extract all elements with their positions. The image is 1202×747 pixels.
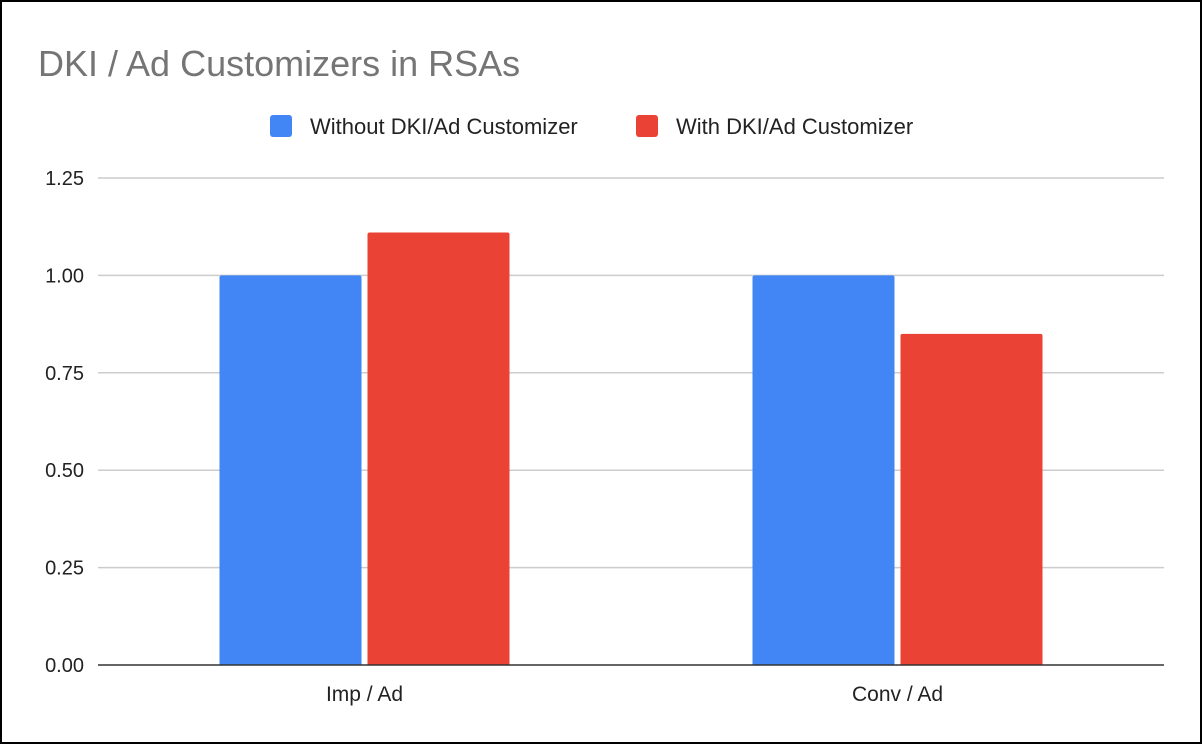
- x-tick-label: Imp / Ad: [326, 683, 403, 706]
- legend-label: With DKI/Ad Customizer: [676, 114, 913, 139]
- legend-swatch: [270, 115, 292, 137]
- legend-swatch: [636, 115, 658, 137]
- bar-with-conv-ad: [900, 333, 1043, 665]
- y-tick-label: 0.25: [45, 558, 84, 580]
- y-tick-label: 0.00: [45, 655, 84, 677]
- y-tick-label: 1.00: [45, 265, 84, 287]
- y-tick-label: 0.75: [45, 363, 84, 385]
- chart-bars: [219, 232, 1043, 665]
- y-axis-tick-labels: 0.00 0.25 0.50 0.75 1.00 1.25: [45, 168, 84, 677]
- bar-without-imp-ad: [219, 275, 362, 665]
- legend-label: Without DKI/Ad Customizer: [310, 114, 578, 139]
- bar-with-imp-ad: [367, 232, 510, 665]
- chart-legend: Without DKI/Ad Customizer With DKI/Ad Cus…: [270, 114, 913, 139]
- x-axis-tick-labels: Imp / Ad Conv / Ad: [326, 683, 943, 706]
- chart-title: DKI / Ad Customizers in RSAs: [38, 43, 520, 84]
- y-tick-label: 1.25: [45, 168, 84, 190]
- bar-without-conv-ad: [752, 275, 895, 665]
- x-tick-label: Conv / Ad: [852, 683, 943, 706]
- y-tick-label: 0.50: [45, 460, 84, 482]
